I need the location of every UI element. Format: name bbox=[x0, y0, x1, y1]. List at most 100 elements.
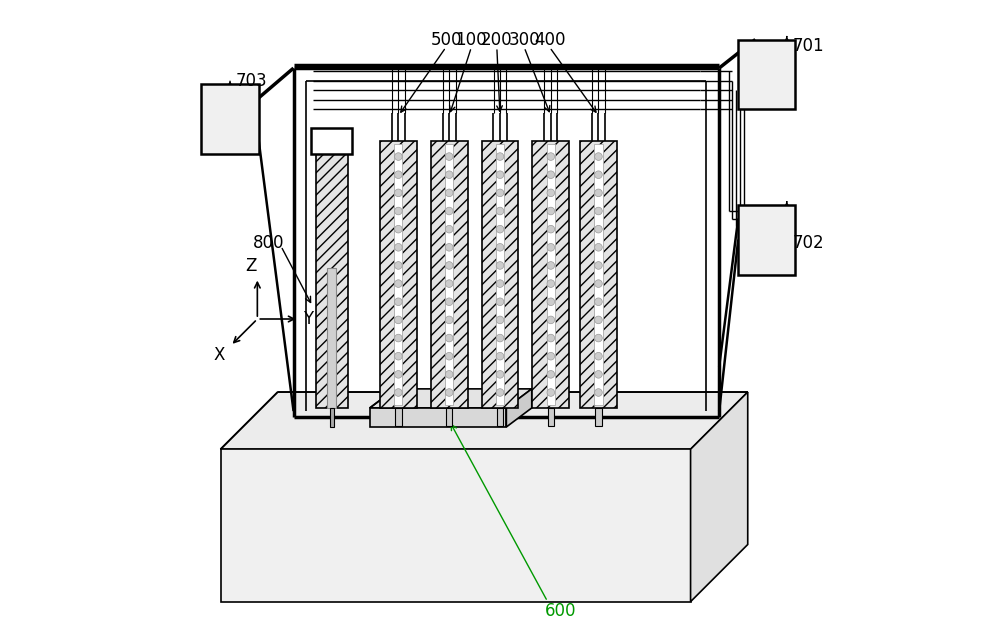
Circle shape bbox=[595, 225, 602, 233]
Bar bbox=[580, 141, 617, 408]
Text: 200: 200 bbox=[481, 31, 513, 48]
Circle shape bbox=[496, 152, 504, 160]
Circle shape bbox=[445, 316, 453, 323]
Circle shape bbox=[496, 262, 504, 269]
Circle shape bbox=[496, 352, 504, 360]
Circle shape bbox=[445, 189, 453, 197]
Text: 600: 600 bbox=[545, 602, 576, 620]
Bar bbox=[496, 144, 504, 404]
Circle shape bbox=[547, 262, 555, 269]
Circle shape bbox=[445, 334, 453, 342]
Bar bbox=[446, 408, 452, 426]
Circle shape bbox=[547, 389, 555, 396]
Bar bbox=[595, 408, 602, 426]
Circle shape bbox=[496, 298, 504, 306]
Polygon shape bbox=[506, 389, 532, 427]
Circle shape bbox=[395, 207, 402, 215]
Circle shape bbox=[445, 389, 453, 396]
Circle shape bbox=[547, 316, 555, 323]
Circle shape bbox=[547, 280, 555, 288]
Circle shape bbox=[395, 171, 402, 179]
Bar bbox=[201, 84, 259, 154]
Text: 100: 100 bbox=[456, 31, 487, 48]
Polygon shape bbox=[691, 392, 748, 602]
Circle shape bbox=[445, 280, 453, 288]
Circle shape bbox=[595, 244, 602, 251]
Circle shape bbox=[595, 207, 602, 215]
Text: 400: 400 bbox=[534, 31, 565, 48]
Circle shape bbox=[395, 244, 402, 251]
Circle shape bbox=[547, 207, 555, 215]
Bar bbox=[327, 268, 336, 408]
Circle shape bbox=[595, 171, 602, 179]
Circle shape bbox=[595, 262, 602, 269]
Circle shape bbox=[547, 352, 555, 360]
Polygon shape bbox=[221, 449, 691, 602]
Circle shape bbox=[547, 225, 555, 233]
Circle shape bbox=[496, 280, 504, 288]
Circle shape bbox=[395, 152, 402, 160]
Text: 703: 703 bbox=[235, 72, 267, 90]
Bar bbox=[311, 128, 352, 154]
Polygon shape bbox=[221, 392, 748, 449]
Circle shape bbox=[395, 371, 402, 378]
Circle shape bbox=[395, 298, 402, 306]
Circle shape bbox=[445, 298, 453, 306]
Bar bbox=[316, 154, 348, 408]
Circle shape bbox=[395, 225, 402, 233]
Polygon shape bbox=[370, 408, 506, 427]
Bar bbox=[738, 205, 795, 274]
Circle shape bbox=[547, 298, 555, 306]
Circle shape bbox=[445, 171, 453, 179]
Circle shape bbox=[395, 352, 402, 360]
Text: 701: 701 bbox=[792, 37, 824, 55]
Circle shape bbox=[445, 244, 453, 251]
Bar bbox=[532, 141, 569, 408]
Circle shape bbox=[445, 371, 453, 378]
Circle shape bbox=[595, 280, 602, 288]
Text: 800: 800 bbox=[252, 234, 284, 252]
Bar bbox=[547, 144, 555, 404]
Circle shape bbox=[395, 334, 402, 342]
Polygon shape bbox=[370, 389, 532, 408]
Circle shape bbox=[547, 334, 555, 342]
Circle shape bbox=[595, 389, 602, 396]
Bar bbox=[482, 141, 518, 408]
Text: X: X bbox=[213, 346, 225, 364]
Bar bbox=[594, 144, 603, 404]
Circle shape bbox=[445, 152, 453, 160]
Bar bbox=[497, 408, 503, 426]
Circle shape bbox=[496, 371, 504, 378]
Circle shape bbox=[445, 352, 453, 360]
Circle shape bbox=[595, 316, 602, 323]
Circle shape bbox=[445, 225, 453, 233]
Circle shape bbox=[595, 371, 602, 378]
Circle shape bbox=[547, 189, 555, 197]
Bar bbox=[394, 144, 402, 404]
Circle shape bbox=[395, 389, 402, 396]
Circle shape bbox=[496, 189, 504, 197]
Bar bbox=[380, 141, 417, 408]
Text: Y: Y bbox=[303, 310, 313, 328]
Text: 300: 300 bbox=[508, 31, 540, 48]
Circle shape bbox=[547, 152, 555, 160]
Circle shape bbox=[496, 316, 504, 323]
Circle shape bbox=[496, 334, 504, 342]
Circle shape bbox=[445, 262, 453, 269]
Text: Z: Z bbox=[245, 257, 257, 275]
Circle shape bbox=[547, 371, 555, 378]
Circle shape bbox=[496, 389, 504, 396]
Circle shape bbox=[547, 244, 555, 251]
Bar bbox=[445, 144, 453, 404]
Circle shape bbox=[496, 171, 504, 179]
Bar bbox=[395, 408, 402, 426]
Circle shape bbox=[595, 298, 602, 306]
Circle shape bbox=[395, 280, 402, 288]
Bar bbox=[738, 40, 795, 109]
Bar bbox=[330, 408, 334, 427]
Text: 500: 500 bbox=[430, 31, 462, 48]
Circle shape bbox=[496, 244, 504, 251]
Circle shape bbox=[445, 207, 453, 215]
Circle shape bbox=[395, 316, 402, 323]
Text: 702: 702 bbox=[792, 234, 824, 252]
